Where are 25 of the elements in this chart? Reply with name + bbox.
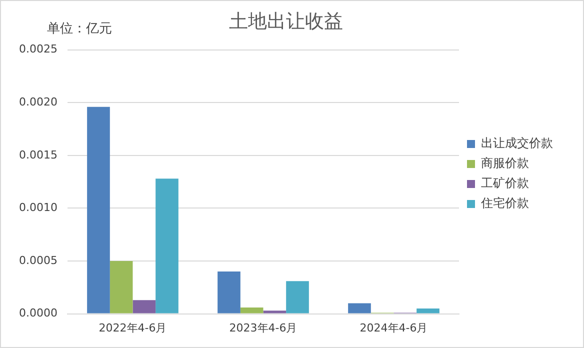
y-tick-label: 0.0005: [18, 254, 58, 267]
y-tick-label: 0.0015: [18, 148, 58, 162]
bar: [240, 307, 264, 314]
chart-title: 土地出让收益: [229, 11, 343, 32]
bar: [286, 281, 309, 314]
bar: [416, 308, 440, 314]
y-tick-label: 0.0025: [18, 42, 58, 56]
bar: [110, 261, 133, 314]
legend-label: 住宅价款: [480, 196, 529, 210]
text: 单位：亿元: [47, 21, 112, 36]
y-tick-label: 0.0010: [18, 201, 58, 214]
x-tick-label: 2023年4-6月: [229, 321, 298, 334]
bar: [263, 310, 286, 314]
x-tick-label: 2024年4-6月: [360, 321, 428, 334]
x-tick-label: 2022年4-6月: [98, 321, 167, 334]
bar: [132, 300, 156, 314]
bar: [87, 106, 110, 314]
legend-label: 工矿价款: [481, 176, 529, 190]
legend-label: 出让成交价款: [481, 136, 553, 150]
bar: [348, 303, 371, 314]
legend-label: 商服价款: [481, 156, 529, 170]
bar: [218, 272, 240, 314]
y-tick-label: 0.0020: [18, 95, 58, 108]
y-tick-label: 0.0000: [18, 306, 58, 320]
bar: [156, 178, 178, 314]
